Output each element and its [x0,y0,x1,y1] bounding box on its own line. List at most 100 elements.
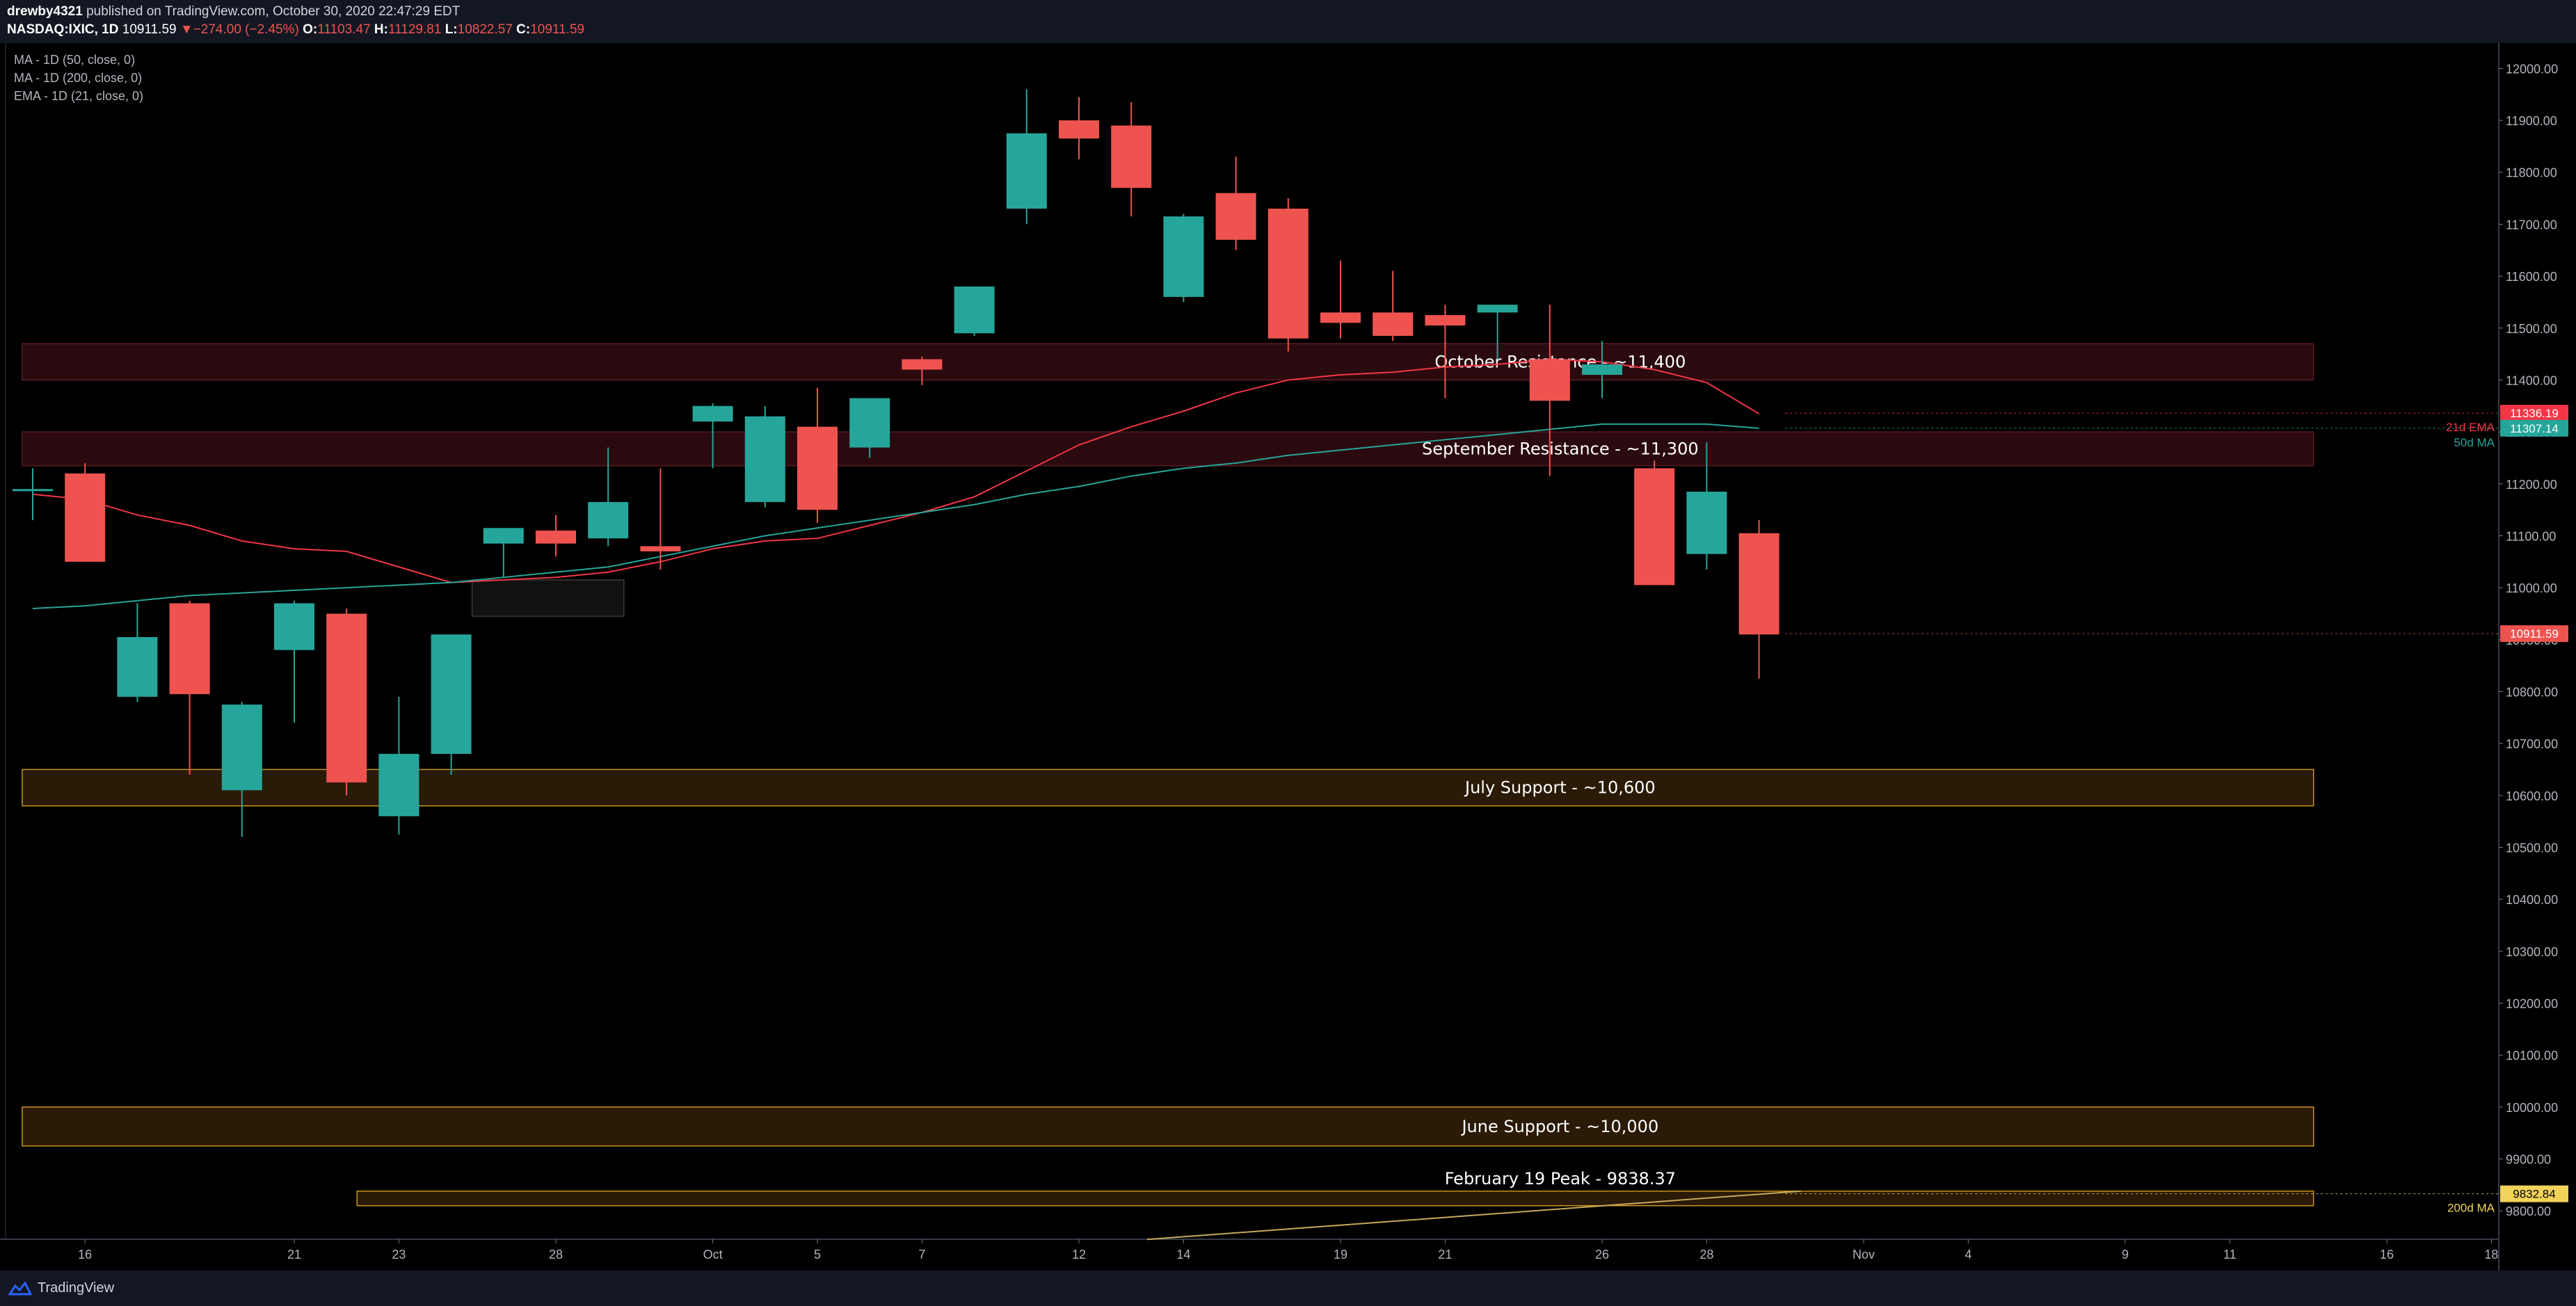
y-tick-label: 11200.00 [2506,478,2557,492]
candle-body [1111,125,1152,188]
zone-res [22,431,2314,467]
y-tick-label: 11000.00 [2506,581,2557,595]
candle-body [13,489,53,492]
series-line [1146,1190,1801,1241]
price-tag-label: 11336.19 [2510,407,2559,420]
candle [902,356,943,385]
candle [1738,520,1779,679]
high-label: H: [374,22,388,37]
y-tick-label: 10100.00 [2506,1049,2558,1063]
candle [117,603,158,702]
candle [588,447,629,547]
candle [1582,341,1622,398]
y-tick-label: 12000.00 [2506,62,2558,76]
annotation-box [471,579,625,617]
candle-body [849,398,890,448]
x-tick-label: 26 [1595,1248,1609,1261]
candle [169,600,210,775]
tradingview-brand[interactable]: TradingView [8,1280,114,1296]
x-tick-label: 23 [392,1248,406,1261]
candle-body [1425,315,1466,326]
x-tick-label: 16 [78,1248,92,1261]
x-tick-label: 4 [1965,1248,1971,1261]
x-tick-label: 21 [287,1248,301,1261]
candle-body [326,613,367,783]
y-tick-label: 11100.00 [2506,529,2556,543]
candle [1215,156,1256,250]
candle-body [431,634,472,755]
author-name[interactable]: drewby4321 [7,4,83,19]
candle [378,696,419,835]
candle-body [1059,120,1099,139]
zone-label: June Support - ~10,000 [1460,1117,1658,1136]
publish-info: drewby4321 published on TradingView.com,… [7,4,460,19]
candle [1686,442,1727,570]
candle-body [274,603,314,650]
price-tag [2500,405,2568,422]
y-tick-label: 11800.00 [2506,166,2557,180]
low-label: L: [445,22,458,37]
price-tag-label: 11307.14 [2510,422,2559,435]
candle [954,287,995,336]
candle-body [117,637,158,697]
x-tick-label: Nov [1853,1248,1875,1261]
series-end-label: 50d MA [2454,436,2495,449]
candle [1373,271,1414,341]
open-label: O: [303,22,318,37]
candle [1059,97,1099,160]
chart-header: drewby4321 published on TradingView.com,… [0,0,2576,43]
open-value: 11103.47 [317,22,371,37]
candle-body [1215,193,1256,240]
x-tick-label: 14 [1176,1248,1190,1261]
candle-body [1582,364,1622,375]
series-line [32,423,1759,609]
candle-body [744,416,785,502]
candle [1477,305,1518,360]
zone-peak [356,1191,2314,1207]
x-tick-label: 28 [549,1248,563,1261]
candle [797,387,838,523]
down-arrow-icon: ▼ [179,22,193,37]
close-value: 10911.59 [530,22,585,37]
candle [13,468,53,521]
zone-sup [22,1106,2314,1147]
candle-body [588,501,629,539]
y-tick-label: 11700.00 [2506,218,2557,232]
candle-body [1477,305,1518,313]
candle-body [797,426,838,510]
y-tick-label: 9800.00 [2506,1204,2551,1218]
price-tag [2500,1185,2568,1202]
price-tag [2500,625,2568,643]
candle-body [1634,468,1675,586]
candle [1425,305,1466,398]
candle [744,405,785,508]
high-value: 11129.81 [387,22,442,37]
plot-area [0,43,2499,1239]
candle [849,398,890,458]
candle [65,462,106,562]
x-tick-label: 19 [1334,1248,1347,1261]
candle-body [1320,312,1361,323]
x-tick-label: 5 [814,1248,821,1261]
candle-body [1373,312,1414,336]
y-tick-label: 10800.00 [2506,685,2558,699]
x-tick-label: 16 [2380,1248,2394,1261]
y-tick-label: 11400.00 [2506,373,2557,387]
series-end-label: 200d MA [2447,1202,2495,1215]
candle [274,600,314,723]
y-tick-label: 11500.00 [2506,322,2557,336]
candle [431,634,472,775]
candle-body [1738,533,1779,635]
candle-body [902,359,943,370]
candle-body [1686,491,1727,554]
candle [483,528,524,578]
symbol-name[interactable]: NASDAQ:IXIC, 1D [7,22,119,37]
tradingview-logo-icon [8,1281,32,1295]
price-tag-label: 9832.84 [2513,1188,2555,1201]
candlestick-chart[interactable]: 9800.00 9900.00 10000.00 10100.00 10200.00 10… [0,43,2576,1271]
price-change: −274.00 (−2.45%) [193,22,299,37]
brand-label: TradingView [38,1280,115,1296]
time-axis-area [0,1239,2499,1271]
x-tick-label: 28 [1699,1248,1713,1261]
price-axis-area [2499,43,2576,1271]
